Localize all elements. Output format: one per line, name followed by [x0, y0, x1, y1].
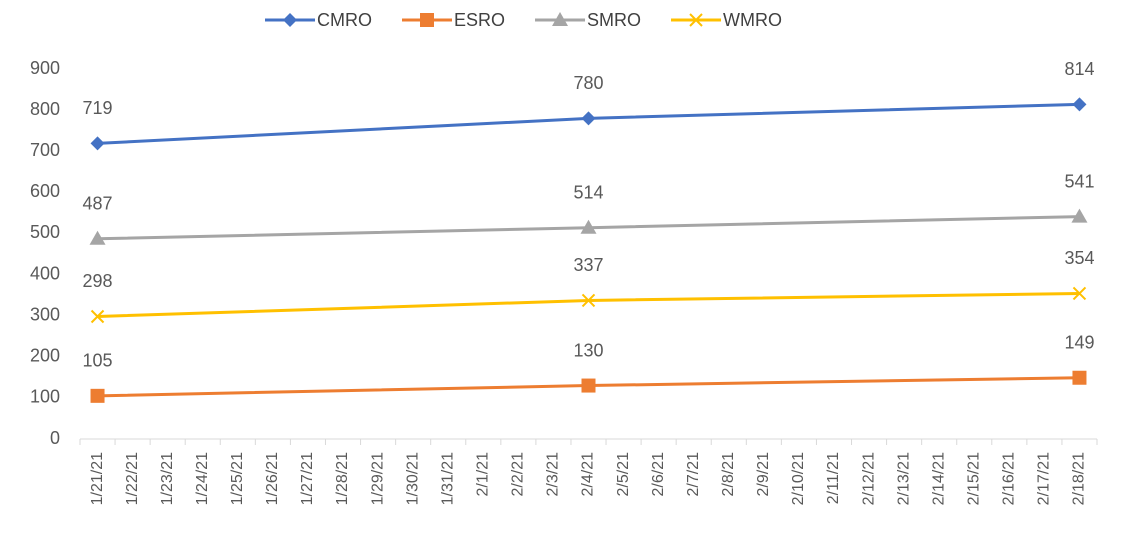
data-label: 780	[573, 73, 603, 93]
y-tick-label: 600	[30, 181, 60, 201]
x-tick-label: 2/13/21	[895, 452, 912, 505]
marker	[90, 388, 105, 403]
x-tick-label: 1/27/21	[299, 452, 316, 505]
legend-marker	[689, 13, 703, 27]
data-label: 719	[83, 98, 113, 118]
marker	[90, 136, 105, 151]
x-tick-label: 2/17/21	[1036, 452, 1053, 505]
y-tick-label: 500	[30, 222, 60, 242]
data-label: 105	[83, 351, 113, 371]
y-tick-label: 700	[30, 140, 60, 160]
y-tick-label: 0	[50, 428, 60, 448]
legend-label: WMRO	[723, 10, 782, 30]
x-tick-label: 2/5/21	[615, 452, 632, 497]
marker	[90, 309, 105, 324]
data-label: 487	[83, 194, 113, 214]
x-tick-label: 2/18/21	[1071, 452, 1088, 505]
x-tick-label: 1/25/21	[229, 452, 246, 505]
data-label: 337	[573, 255, 603, 275]
x-tick-label: 2/2/21	[510, 452, 527, 497]
legend-marker	[552, 12, 569, 26]
series-line	[97, 291, 1080, 318]
x-tick-label: 2/1/21	[475, 452, 492, 497]
x-tick-label: 2/16/21	[1001, 452, 1018, 505]
marker	[581, 378, 596, 393]
x-tick-label: 1/21/21	[89, 452, 106, 505]
y-tick-label: 100	[30, 387, 60, 407]
data-label: 149	[1064, 332, 1094, 352]
data-label: 130	[573, 340, 603, 360]
data-label: 514	[573, 182, 603, 202]
x-tick-label: 2/14/21	[930, 452, 947, 505]
x-tick-label: 1/23/21	[159, 452, 176, 505]
y-tick-label: 400	[30, 263, 60, 283]
x-tick-label: 2/9/21	[755, 452, 772, 497]
legend-marker	[420, 13, 434, 27]
x-tick-label: 1/24/21	[194, 452, 211, 505]
y-tick-label: 300	[30, 304, 60, 324]
x-tick-label: 2/12/21	[860, 452, 877, 505]
x-tick-label: 2/15/21	[965, 452, 982, 505]
y-tick-label: 900	[30, 58, 60, 78]
data-label: 814	[1064, 59, 1094, 79]
x-tick-label: 2/3/21	[545, 452, 562, 497]
x-tick-label: 1/31/21	[439, 452, 456, 505]
marker	[89, 230, 106, 245]
marker	[580, 219, 597, 234]
x-tick-label: 2/7/21	[685, 452, 702, 497]
marker	[1071, 208, 1088, 223]
marker	[1072, 286, 1087, 301]
x-tick-label: 1/26/21	[264, 452, 281, 505]
x-tick-label: 2/6/21	[650, 452, 667, 497]
marker	[283, 13, 297, 27]
y-tick-label: 200	[30, 346, 60, 366]
legend-label: CMRO	[317, 10, 372, 30]
x-tick-label: 1/29/21	[369, 452, 386, 505]
x-tick-label: 2/8/21	[720, 452, 737, 497]
marker	[1072, 370, 1087, 385]
data-label: 541	[1064, 171, 1094, 191]
marker	[420, 13, 434, 27]
y-tick-label: 800	[30, 99, 60, 119]
marker	[581, 293, 596, 308]
x-tick-label: 2/11/21	[825, 452, 842, 504]
x-tick-label: 1/30/21	[404, 452, 421, 505]
x-tick-label: 1/22/21	[124, 452, 141, 505]
marker	[1072, 97, 1087, 112]
data-label: 354	[1064, 248, 1094, 268]
marker	[689, 13, 703, 27]
x-tick-label: 2/10/21	[790, 452, 807, 505]
x-tick-label: 1/28/21	[334, 452, 351, 505]
legend-label: SMRO	[587, 10, 641, 30]
data-label: 298	[83, 271, 113, 291]
marker	[552, 12, 569, 26]
legend-label: ESRO	[454, 10, 505, 30]
marker	[581, 111, 596, 126]
legend-marker	[283, 13, 297, 27]
x-tick-label: 2/4/21	[580, 452, 597, 497]
